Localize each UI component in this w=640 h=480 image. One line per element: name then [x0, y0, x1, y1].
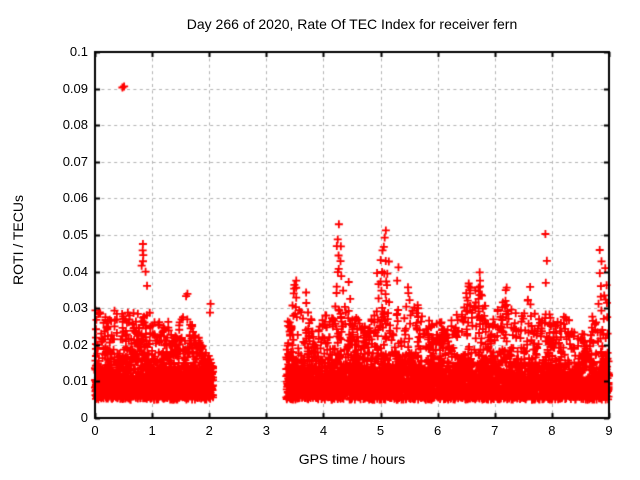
x-tick-label: 5 — [376, 423, 385, 438]
x-tick-label: 7 — [491, 423, 499, 438]
x-tick-label: 0 — [91, 423, 99, 438]
x-tick-label: 2 — [205, 423, 213, 438]
y-tick-label: 0.02 — [62, 336, 88, 352]
chart-title: Day 266 of 2020, Rate Of TEC Index for r… — [186, 16, 518, 32]
x-tick-label: 8 — [548, 423, 556, 438]
x-tick-label: 9 — [605, 423, 613, 438]
x-tick-label: 1 — [148, 423, 156, 438]
y-tick-label: 0.1 — [69, 44, 88, 59]
y-tick-label: 0 — [80, 410, 88, 425]
x-tick-label: 6 — [434, 423, 442, 438]
y-tick-label: 0.05 — [62, 227, 88, 242]
y-tick-label: 0.01 — [62, 373, 88, 389]
x-tick-label: 4 — [319, 423, 328, 438]
x-tick-label: 3 — [262, 423, 270, 438]
x-axis-label: GPS time / hours — [298, 451, 406, 467]
y-axis-label: ROTI / TECUs — [10, 195, 26, 285]
y-tick-label: 0.08 — [62, 117, 88, 133]
y-tick-label: 0.03 — [62, 300, 88, 316]
y-tick-label: 0.04 — [62, 263, 88, 279]
y-tick-label: 0.07 — [62, 153, 88, 169]
y-tick-label: 0.06 — [62, 190, 88, 206]
y-tick-label: 0.09 — [62, 80, 88, 96]
